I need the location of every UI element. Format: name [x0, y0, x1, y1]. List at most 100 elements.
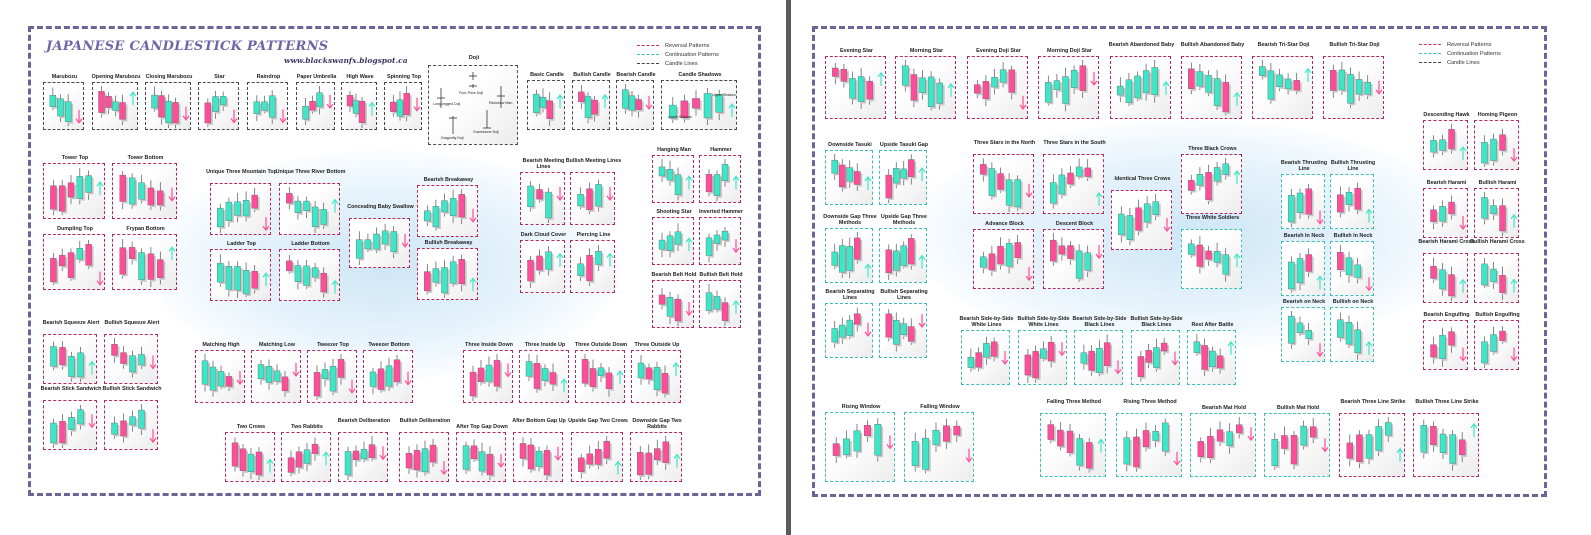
- up-arrow-icon: [1470, 423, 1478, 429]
- bullish-candle: [381, 230, 389, 245]
- up-arrow-icon: [1459, 278, 1467, 285]
- pattern-label: Falling Window: [920, 404, 960, 410]
- bullish-candle: [225, 201, 233, 221]
- bullish-candle: [421, 448, 429, 473]
- bearish-candle: [311, 444, 319, 454]
- bearish-candle: [458, 194, 465, 218]
- bullish-candle: [1300, 425, 1307, 446]
- bullish-candle: [151, 94, 158, 109]
- pattern-card: Bullish In Neck: [1330, 233, 1374, 296]
- pattern-card: Three Outside Down: [575, 342, 627, 403]
- bullish-candle: [138, 409, 145, 429]
- bullish-candle: [1205, 75, 1212, 93]
- pattern-label: Spinning Top: [386, 74, 422, 80]
- bullish-candle: [658, 239, 666, 250]
- up-arrow-icon: [728, 103, 736, 109]
- bullish-candle: [49, 95, 57, 107]
- bearish-candle: [1448, 201, 1455, 215]
- bullish-candle: [294, 200, 302, 214]
- pattern-card: High Wave: [341, 74, 377, 130]
- bullish-candle: [1449, 434, 1456, 464]
- bearish-candle: [119, 174, 126, 202]
- pattern-card: Spinning Top: [384, 74, 422, 130]
- pattern-card: Morning Doji Star: [1038, 48, 1099, 119]
- bullish-candle: [932, 429, 940, 446]
- candlestick-drawing: [344, 436, 387, 480]
- up-arrow-icon: [864, 175, 872, 182]
- bullish-candle: [68, 356, 75, 377]
- bullish-candle: [1005, 242, 1013, 267]
- up-arrow-icon: [864, 263, 872, 269]
- bullish-candle: [1439, 269, 1446, 290]
- bearish-candle: [368, 444, 376, 459]
- bullish-candle: [1162, 422, 1169, 452]
- bearish-candle: [225, 376, 233, 387]
- bullish-candle: [320, 209, 327, 225]
- bullish-candle: [539, 97, 547, 108]
- pattern-label: After Top Gap Down: [456, 424, 508, 430]
- pattern-card: Bearish Tri-Star Doji: [1252, 42, 1313, 119]
- bearish-candle: [595, 448, 602, 465]
- up-arrow-icon: [1316, 275, 1324, 281]
- pattern-label: Bullish Belt Hold: [699, 272, 743, 278]
- bullish-candle: [50, 422, 57, 444]
- pattern-label: Raindrop: [256, 74, 281, 80]
- bullish-candle: [1345, 191, 1353, 205]
- candlestick-drawing: [424, 189, 477, 231]
- pattern-label: After Bottom Gap Up: [512, 418, 566, 424]
- pattern-card: Upside Gap Two Crows: [568, 418, 628, 482]
- candlestick-drawing: [346, 90, 376, 128]
- bullish-candle: [1213, 251, 1221, 263]
- pattern-label: Opening Marubozu: [91, 74, 141, 80]
- legend-line-candle: [1419, 62, 1441, 63]
- pattern-card: Upside Gap Three Methods: [879, 214, 927, 283]
- bearish-candle: [1058, 245, 1066, 255]
- pattern-label: Morning Star: [909, 48, 944, 54]
- pattern-card: Closing Marubozu: [145, 74, 192, 130]
- pattern-label: Concealing Baby Swallow: [347, 204, 414, 210]
- down-arrow-icon: [413, 106, 421, 112]
- pattern-label: Ladder Top: [227, 241, 256, 247]
- candlestick-drawing: [286, 254, 339, 298]
- up-arrow-icon: [1233, 91, 1241, 98]
- bearish-candle: [840, 69, 848, 82]
- bearish-candle: [50, 185, 57, 210]
- down-arrow-icon: [1459, 356, 1467, 362]
- up-arrow-icon: [1510, 213, 1518, 220]
- bullish-candle: [1347, 73, 1354, 104]
- bullish-candle: [247, 453, 255, 473]
- bearish-candle: [839, 164, 846, 188]
- bullish-candle: [138, 252, 145, 281]
- candlestick-drawing: [405, 439, 448, 478]
- bullish-candle: [424, 210, 431, 222]
- bearish-candle: [1057, 429, 1064, 447]
- bullish-candle: [1481, 197, 1488, 219]
- bullish-candle: [1096, 347, 1103, 373]
- pattern-card: Bullish Separating Lines: [879, 289, 928, 358]
- bearish-candle: [1305, 254, 1312, 272]
- candlestick-drawing: [831, 232, 872, 279]
- bullish-candle: [1365, 434, 1373, 459]
- pattern-label: Bullish Breakaway: [424, 240, 473, 246]
- pattern-label: Closing Marubozu: [145, 74, 193, 80]
- bullish-candle: [1481, 341, 1488, 364]
- bullish-candle: [1070, 69, 1078, 88]
- bearish-candle: [705, 174, 713, 193]
- bullish-candle: [1005, 179, 1013, 206]
- legend-line-continuation: [637, 54, 659, 55]
- bearish-candle: [854, 313, 861, 325]
- down-arrow-icon: [556, 195, 564, 201]
- pattern-card: Downside Gap Three Methods: [823, 214, 877, 283]
- bullish-candle: [138, 354, 145, 366]
- down-arrow-icon: [645, 104, 653, 110]
- bullish-candle: [900, 323, 907, 335]
- candlestick-drawing: [1330, 61, 1383, 109]
- pattern-label: Bullish In Neck: [1333, 233, 1373, 239]
- candlestick-drawing: [1337, 312, 1373, 360]
- bullish-candle: [1481, 263, 1488, 286]
- bullish-candle: [839, 324, 846, 338]
- down-arrow-icon: [96, 280, 104, 286]
- candlestick-drawing: [527, 181, 564, 223]
- candlestick-drawing: [50, 404, 96, 448]
- pattern-card: Bullish Engulfing: [1474, 312, 1520, 370]
